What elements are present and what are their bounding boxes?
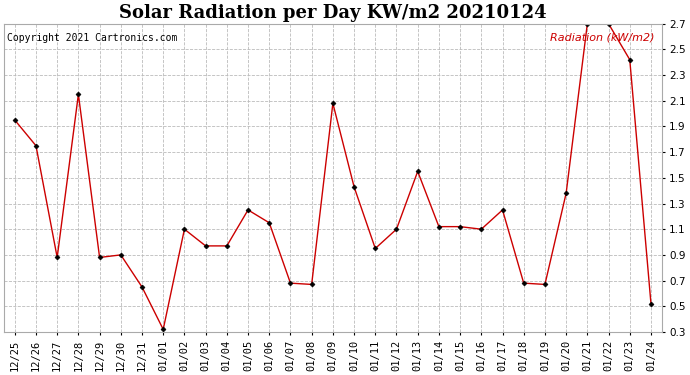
Title: Solar Radiation per Day KW/m2 20210124: Solar Radiation per Day KW/m2 20210124 [119, 4, 546, 22]
Text: Radiation (kW/m2): Radiation (kW/m2) [551, 33, 655, 43]
Text: Copyright 2021 Cartronics.com: Copyright 2021 Cartronics.com [8, 33, 178, 43]
